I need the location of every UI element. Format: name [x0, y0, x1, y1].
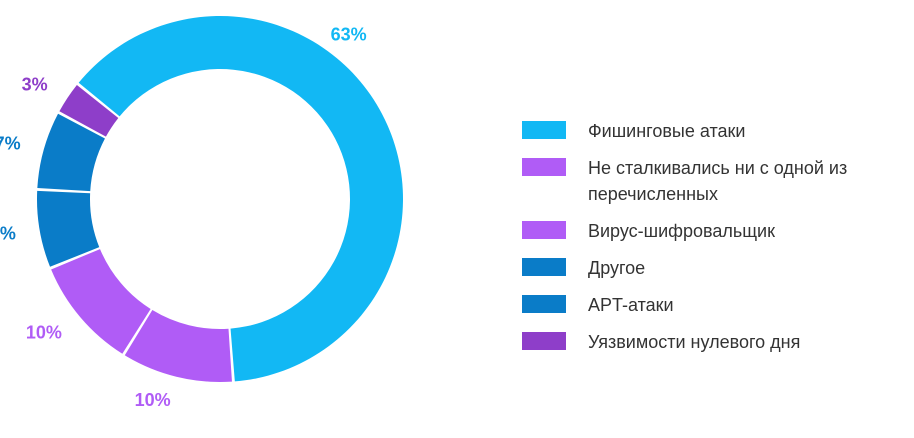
legend-swatch: [522, 121, 566, 139]
legend-swatch: [522, 258, 566, 276]
legend: Фишинговые атаки Не сталкивались ни с одн…: [522, 118, 902, 366]
legend-swatch: [522, 158, 566, 176]
legend-item: APT-атаки: [522, 292, 902, 318]
legend-label: Не сталкивались ни с одной из перечислен…: [588, 158, 848, 204]
slice-label-3: 10%: [26, 323, 62, 343]
slice-label-5: 7%: [0, 133, 21, 153]
slice-3: [51, 249, 151, 354]
legend-item: Другое: [522, 255, 902, 281]
legend-swatch: [522, 332, 566, 350]
legend-item: Не сталкивались ни с одной из перечислен…: [522, 155, 902, 207]
legend-label: Другое: [588, 258, 646, 278]
legend-item: Фишинговые атаки: [522, 118, 902, 144]
slice-labels: 63% 10% 10% 7% 7% 3%: [0, 24, 367, 410]
slice-label-6: 3%: [22, 74, 48, 94]
slice-label-2: 10%: [135, 390, 171, 410]
legend-item: Уязвимости нулевого дня: [522, 329, 902, 355]
legend-label: Фишинговые атаки: [588, 121, 746, 141]
legend-label: Уязвимости нулевого дня: [588, 332, 801, 352]
legend-swatch: [522, 295, 566, 313]
slice-6: [59, 84, 119, 137]
slice-4: [37, 190, 100, 267]
slice-label-1: 63%: [331, 24, 367, 44]
legend-label: Вирус-шифровальщик: [588, 221, 775, 241]
legend-label: APT-атаки: [588, 295, 674, 315]
slice-1: [78, 15, 404, 382]
legend-swatch: [522, 221, 566, 239]
legend-item: Вирус-шифровальщик: [522, 218, 902, 244]
slice-5: [37, 113, 105, 192]
slice-2: [124, 310, 232, 382]
slice-label-4: 7%: [0, 224, 16, 244]
donut-slices: [37, 15, 404, 382]
